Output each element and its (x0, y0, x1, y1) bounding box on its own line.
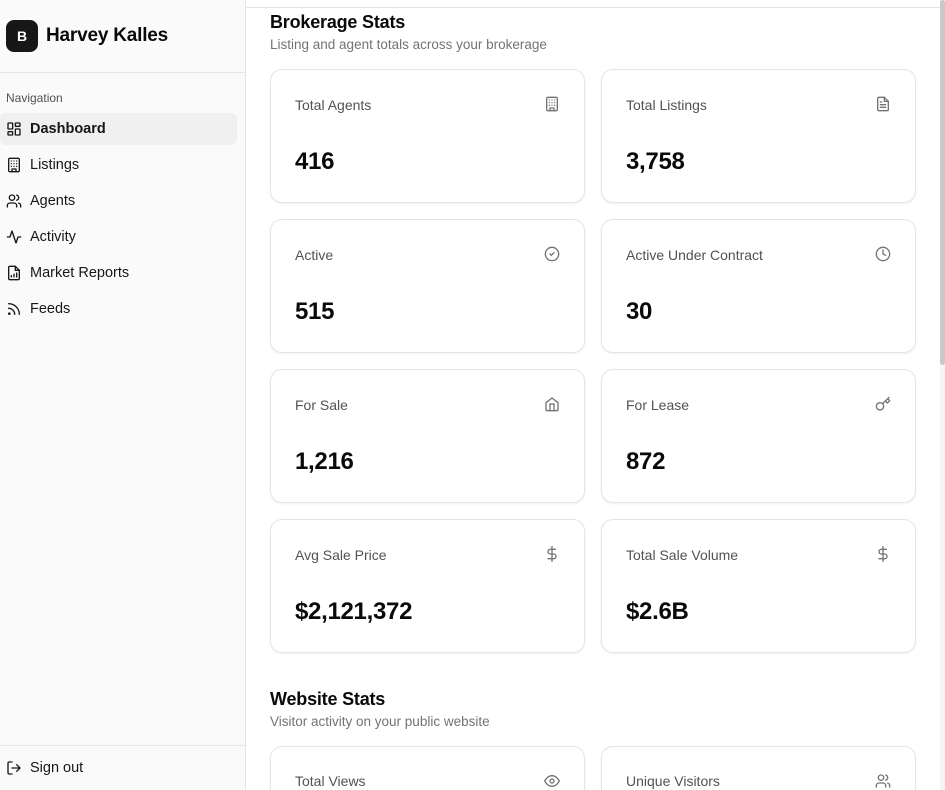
sidebar-item-activity[interactable]: Activity (0, 221, 237, 253)
sidebar-item-dashboard[interactable]: Dashboard (0, 113, 237, 145)
stat-label: For Sale (295, 397, 348, 413)
stat-label: Total Views (295, 773, 366, 789)
sidebar-item-label: Listings (30, 157, 80, 173)
sidebar-item-listings[interactable]: Listings (0, 149, 237, 181)
file-chart-icon (6, 265, 22, 281)
dollar-icon (544, 546, 560, 562)
sidebar-item-feeds[interactable]: Feeds (0, 293, 237, 325)
nav-section-label: Navigation (6, 91, 63, 105)
stat-value: 1,216 (295, 448, 354, 475)
stat-label: For Lease (626, 397, 690, 413)
brand-logo: B (6, 20, 38, 52)
activity-icon (6, 229, 22, 245)
stat-label: Total Listings (626, 97, 707, 113)
stat-value: $2,121,372 (295, 598, 413, 625)
scrollbar-thumb[interactable] (940, 0, 945, 365)
stat-card-for-lease: For Lease 872 (601, 369, 916, 503)
brand-name: Harvey Kalles (46, 25, 169, 46)
stat-card-total-sale-volume: Total Sale Volume $2.6B (601, 519, 916, 653)
key-icon (875, 396, 891, 412)
sidebar-footer: Sign out (0, 745, 245, 790)
stat-card-active-under-contract: Active Under Contract 30 (601, 219, 916, 353)
stat-label: Avg Sale Price (295, 547, 387, 563)
stat-card-total-agents: Total Agents 416 (270, 69, 585, 203)
stat-card-total-listings: Total Listings 3,758 (601, 69, 916, 203)
stat-value: 3,758 (626, 148, 685, 175)
building-icon (544, 96, 560, 112)
sidebar-item-label: Dashboard (30, 121, 106, 137)
stat-value: $2.6B (626, 598, 689, 625)
stat-label: Total Agents (295, 97, 372, 113)
dollar-icon (875, 546, 891, 562)
scrollbar[interactable] (940, 0, 945, 790)
dashboard-icon (6, 121, 22, 137)
sidebar-item-label: Agents (30, 193, 76, 209)
stat-label: Active Under Contract (626, 247, 763, 263)
stat-card-total-views: Total Views (270, 746, 585, 790)
log-out-icon (6, 760, 22, 776)
header-divider (246, 7, 940, 8)
stat-value: 416 (295, 148, 335, 175)
stat-card-for-sale: For Sale 1,216 (270, 369, 585, 503)
stat-value: 872 (626, 448, 666, 475)
stat-card-active: Active 515 (270, 219, 585, 353)
stat-card-avg-sale-price: Avg Sale Price $2,121,372 (270, 519, 585, 653)
home-icon (544, 396, 560, 412)
sidebar-item-market-reports[interactable]: Market Reports (0, 257, 237, 289)
website-stats-grid: Total Views Unique Visitors (270, 746, 916, 790)
brokerage-stats-subtitle: Listing and agent totals across your bro… (270, 37, 547, 52)
sidebar-item-agents[interactable]: Agents (0, 185, 237, 217)
brand[interactable]: B Harvey Kalles (0, 0, 245, 73)
stat-label: Total Sale Volume (626, 547, 739, 563)
sidebar-item-label: Market Reports (30, 265, 130, 281)
website-stats-title: Website Stats (270, 689, 386, 709)
eye-icon (544, 773, 560, 789)
check-circle-icon (544, 246, 560, 262)
sidebar: B Harvey Kalles Navigation Dashboard Lis… (0, 0, 246, 790)
brokerage-stats-grid: Total Agents 416 Total Listings 3,758 (270, 69, 916, 653)
sign-out-label: Sign out (30, 760, 84, 776)
building-icon (6, 157, 22, 173)
sign-out-button[interactable]: Sign out (6, 760, 83, 776)
sidebar-item-label: Activity (30, 229, 76, 245)
sidebar-item-label: Feeds (30, 301, 71, 317)
clock-icon (875, 246, 891, 262)
users-icon (875, 773, 891, 789)
document-icon (875, 96, 891, 112)
stat-value: 515 (295, 298, 335, 325)
brokerage-stats-title: Brokerage Stats (270, 12, 406, 32)
website-stats-section: Website Stats Visitor activity on your p… (270, 689, 916, 790)
stat-card-unique-visitors: Unique Visitors (601, 746, 916, 790)
users-icon (6, 193, 22, 209)
brokerage-stats-section: Brokerage Stats Listing and agent totals… (270, 0, 916, 653)
dashboard-content: Brokerage Stats Listing and agent totals… (270, 0, 916, 790)
stat-value: 30 (626, 298, 653, 325)
rss-icon (6, 301, 22, 317)
stat-label: Unique Visitors (626, 773, 720, 789)
main-content: Brokerage Stats Listing and agent totals… (246, 0, 945, 790)
stat-label: Active (295, 247, 334, 263)
sidebar-nav: Navigation Dashboard Listings Agents (0, 73, 245, 325)
website-stats-subtitle: Visitor activity on your public website (270, 714, 490, 729)
